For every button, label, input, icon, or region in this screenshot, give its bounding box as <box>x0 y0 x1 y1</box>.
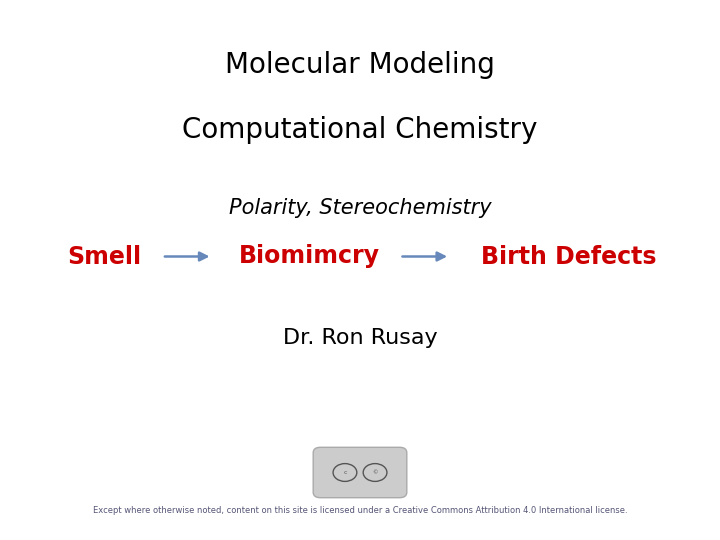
Text: Smell: Smell <box>68 245 141 268</box>
FancyBboxPatch shape <box>313 447 407 498</box>
Text: Polarity, Stereochemistry: Polarity, Stereochemistry <box>229 198 491 218</box>
Text: Except where otherwise noted, content on this site is licensed under a Creative : Except where otherwise noted, content on… <box>93 506 627 515</box>
Text: Biomimcry: Biomimcry <box>239 245 380 268</box>
Text: Birth Defects: Birth Defects <box>481 245 657 268</box>
Text: ©: © <box>372 470 378 475</box>
Text: Computational Chemistry: Computational Chemistry <box>182 116 538 144</box>
Text: Molecular Modeling: Molecular Modeling <box>225 51 495 79</box>
Text: c: c <box>343 470 347 475</box>
Text: Dr. Ron Rusay: Dr. Ron Rusay <box>283 327 437 348</box>
